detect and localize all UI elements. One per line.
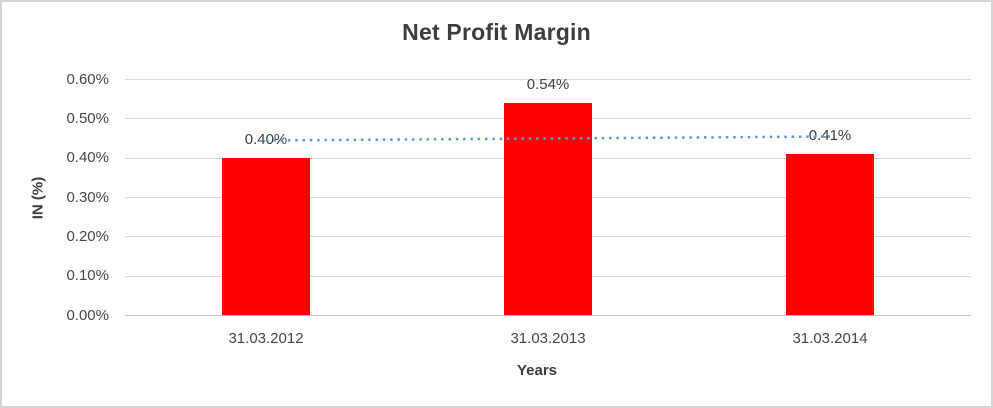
data-label: 0.40%	[244, 131, 288, 149]
bar-31.03.2012	[222, 158, 310, 316]
y-tick-label: 0.20%	[66, 227, 109, 245]
y-tick-label: 0.60%	[66, 70, 109, 88]
gridline	[125, 79, 971, 80]
y-tick-label: 0.40%	[66, 149, 109, 167]
x-axis-title: Years	[516, 362, 558, 379]
y-tick-label: 0.00%	[66, 306, 109, 324]
bar-31.03.2014	[786, 154, 874, 316]
y-tick-label: 0.10%	[66, 267, 109, 285]
y-tick-label: 0.50%	[66, 109, 109, 127]
x-category-label: 31.03.2013	[510, 330, 586, 347]
y-tick-label: 0.30%	[66, 188, 109, 206]
chart-title: Net Profit Margin	[402, 19, 591, 45]
data-label: 0.41%	[808, 127, 852, 145]
bar-31.03.2013	[504, 103, 592, 316]
x-category-label: 31.03.2014	[792, 330, 868, 347]
data-label: 0.54%	[526, 76, 570, 94]
x-axis-line	[125, 315, 971, 316]
x-category-label: 31.03.2012	[228, 330, 304, 347]
